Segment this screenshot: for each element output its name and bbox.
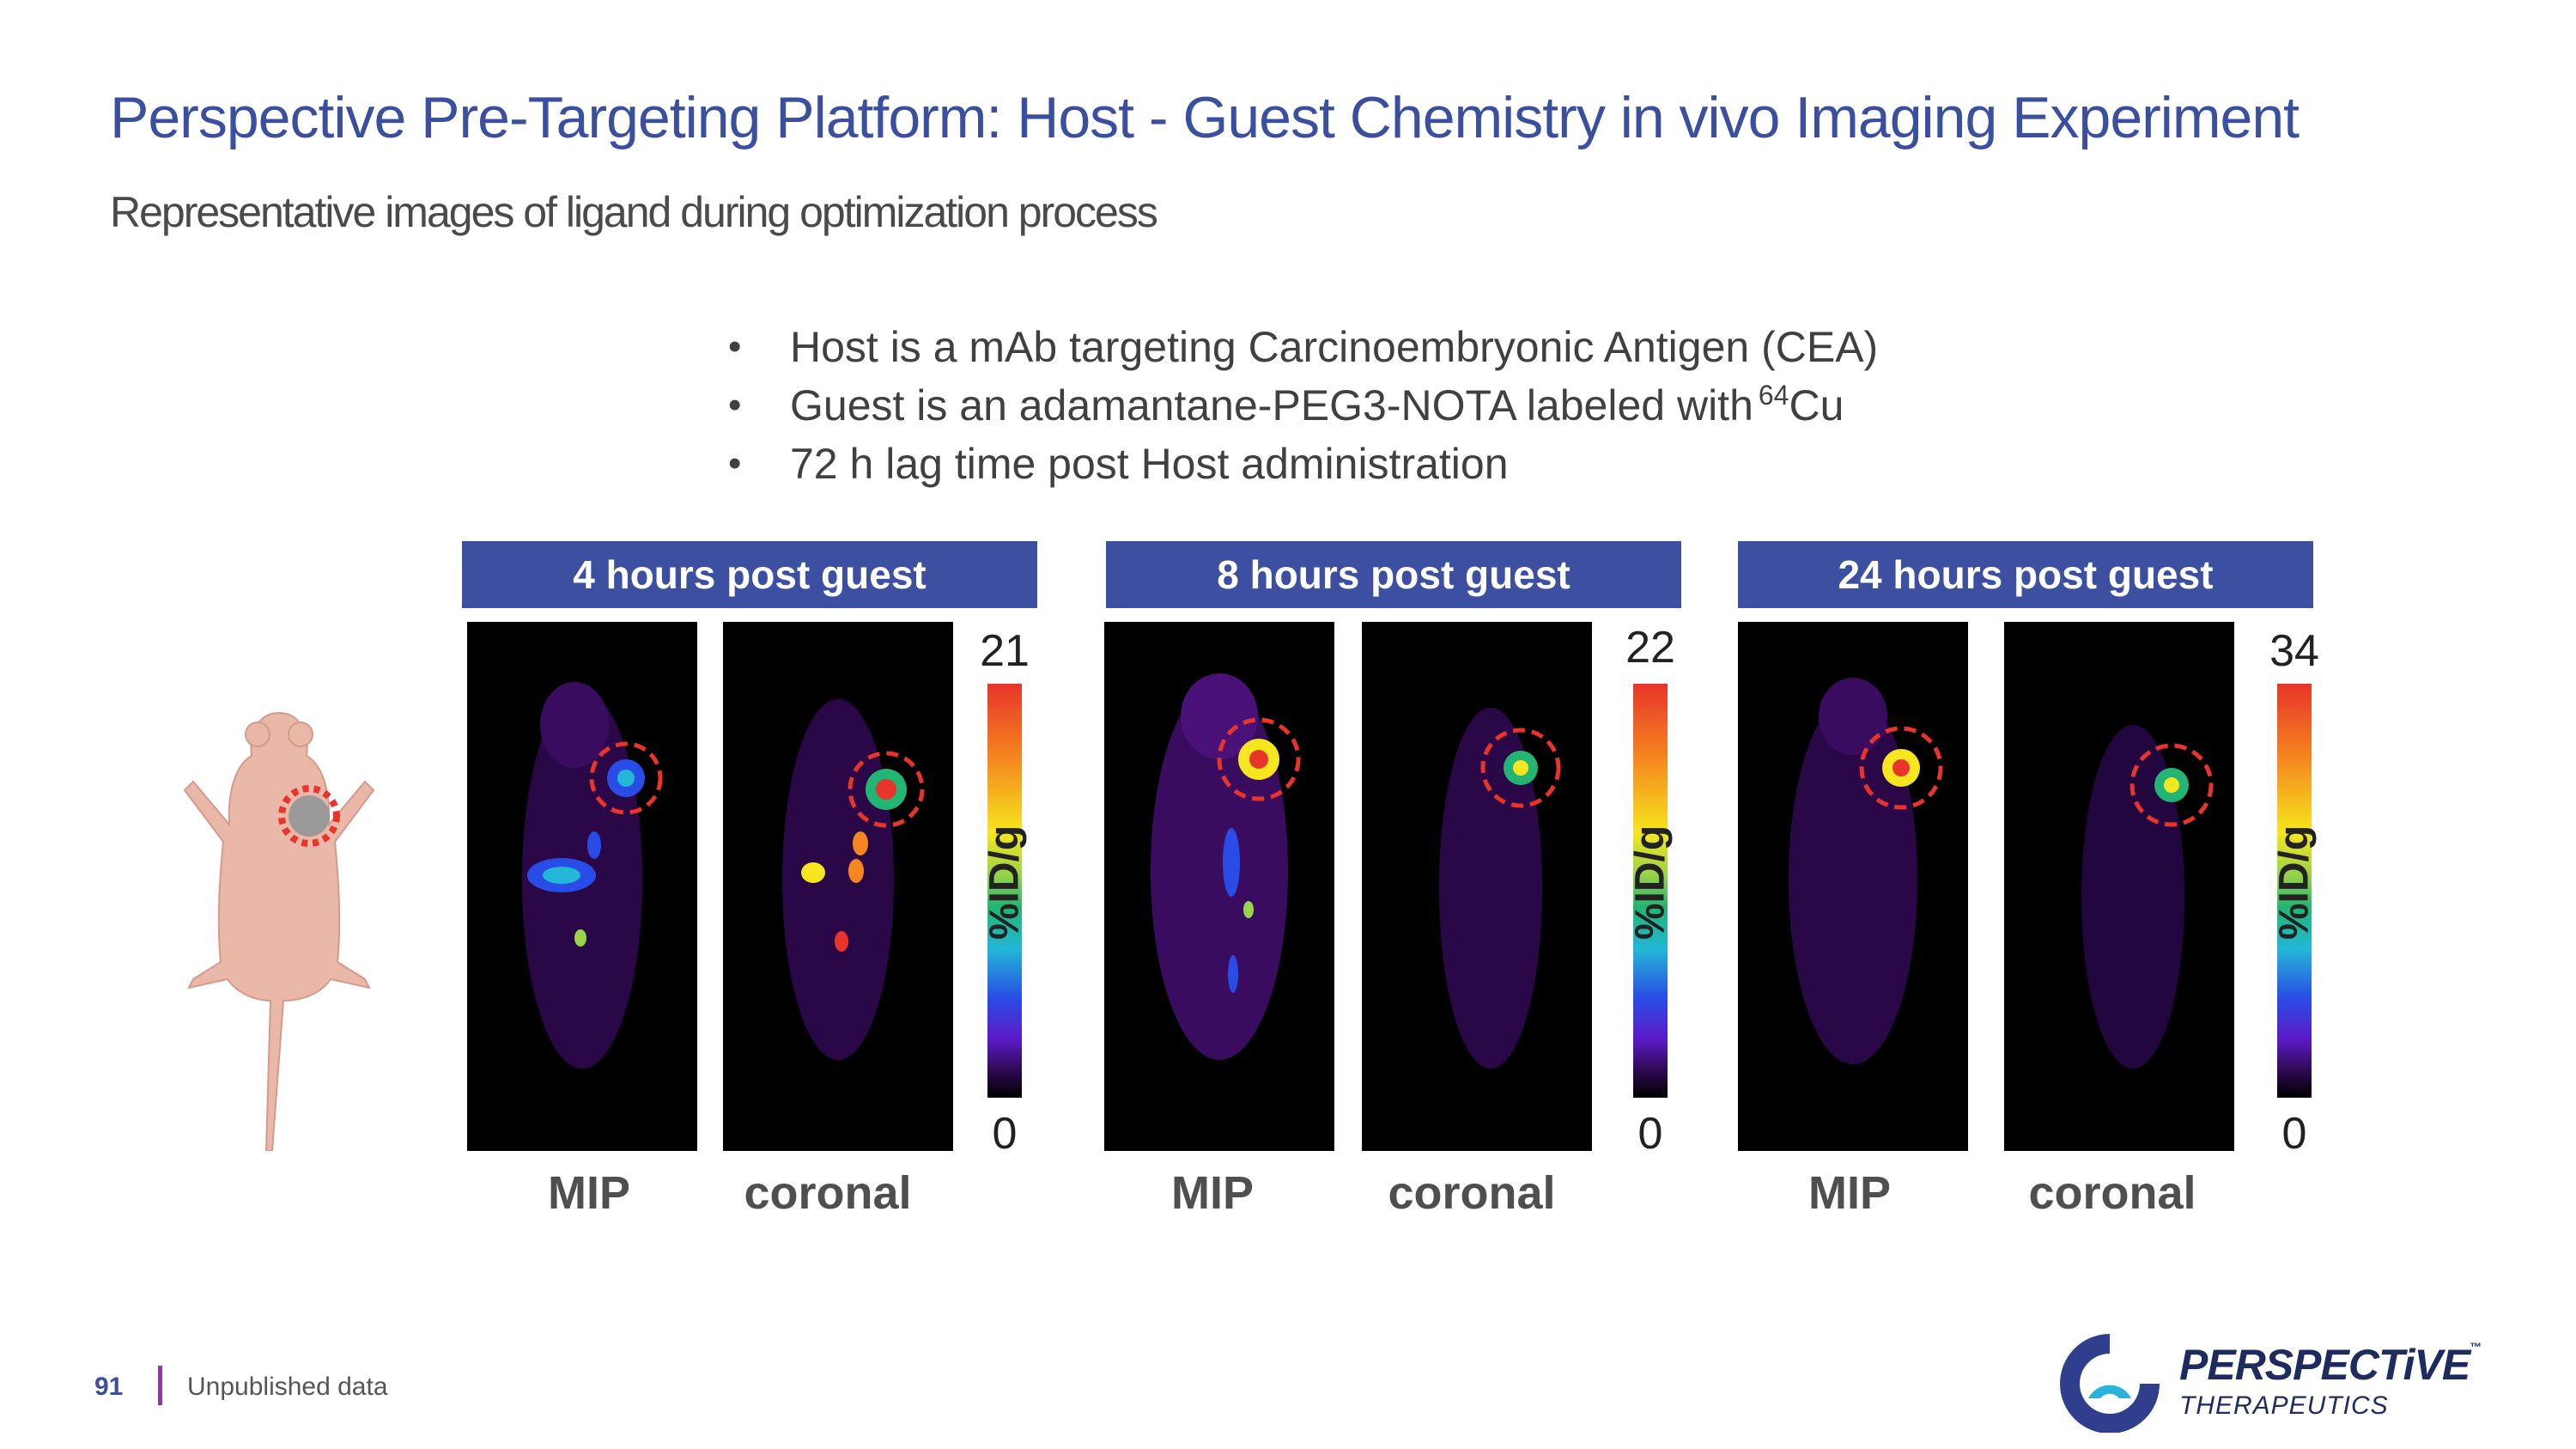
- coronal-label-4h: coronal: [744, 1167, 912, 1219]
- coronal-label-8h: coronal: [1388, 1167, 1556, 1219]
- company-logo-icon: [2060, 1334, 2160, 1433]
- colorbar-min-8h: 0: [1637, 1109, 1663, 1159]
- colorbar-max-8h: 22: [1625, 623, 1675, 673]
- slide-subtitle: Representative images of ligand during o…: [110, 188, 1158, 236]
- colorbar-8h: [1633, 684, 1668, 1098]
- bullet-list: Host is a mAb targeting Carcinoembryonic…: [721, 318, 1878, 493]
- mip-label-4h: MIP: [547, 1167, 630, 1219]
- colorbar-max-4h: 21: [980, 626, 1030, 676]
- colorbar-24h: [2277, 684, 2312, 1098]
- mouse-illustration: [183, 711, 375, 1151]
- colorbar-unit-4h: %ID/g: [981, 825, 1028, 941]
- panel-header-4h: 4 hours post guest: [462, 541, 1037, 608]
- company-logo-wordmark: PERSPECTiVE™: [2179, 1340, 2482, 1390]
- colorbar-unit-24h: %ID/g: [2271, 825, 2318, 941]
- bullet-item: 72 h lag time post Host administration: [721, 435, 1878, 493]
- coronal-scan-24h: [2004, 622, 2234, 1151]
- colorbar-4h: [987, 684, 1022, 1098]
- isotope-mass-number: 64: [1758, 380, 1789, 411]
- bullet-text: Guest is an adamantane-PEG3-NOTA labeled…: [790, 381, 1753, 429]
- mip-scan-4h: [467, 622, 697, 1151]
- bullet-text: Host is a mAb targeting Carcinoembryonic…: [790, 323, 1879, 371]
- page-number: 91: [94, 1373, 124, 1401]
- colorbar-unit-8h: %ID/g: [1627, 825, 1674, 941]
- mip-label-8h: MIP: [1170, 1167, 1254, 1219]
- bullet-item: Guest is an adamantane-PEG3-NOTA labeled…: [721, 376, 1878, 435]
- footer-divider: [158, 1366, 162, 1405]
- colorbar-min-4h: 0: [992, 1109, 1018, 1159]
- mip-scan-24h: [1738, 622, 1968, 1151]
- slide-title: Perspective Pre-Targeting Platform: Host…: [110, 85, 2300, 150]
- company-logo-subtitle: THERAPEUTICS: [2179, 1391, 2389, 1420]
- colorbar-max-24h: 34: [2269, 626, 2319, 676]
- isotope-symbol: Cu: [1789, 381, 1844, 429]
- mip-label-24h: MIP: [1807, 1167, 1891, 1219]
- footer-note: Unpublished data: [187, 1373, 388, 1401]
- coronal-scan-4h: [723, 622, 953, 1151]
- coronal-label-24h: coronal: [2028, 1167, 2196, 1219]
- mip-scan-8h: [1104, 622, 1334, 1151]
- trademark-symbol: ™: [2470, 1340, 2482, 1354]
- colorbar-min-24h: 0: [2281, 1109, 2307, 1159]
- company-logo-name: PERSPECTiVE: [2179, 1341, 2470, 1389]
- bullet-text: 72 h lag time post Host administration: [790, 440, 1509, 488]
- bullet-item: Host is a mAb targeting Carcinoembryonic…: [721, 318, 1878, 376]
- panel-header-8h: 8 hours post guest: [1106, 541, 1681, 608]
- panel-header-24h: 24 hours post guest: [1738, 541, 2313, 608]
- coronal-scan-8h: [1362, 622, 1592, 1151]
